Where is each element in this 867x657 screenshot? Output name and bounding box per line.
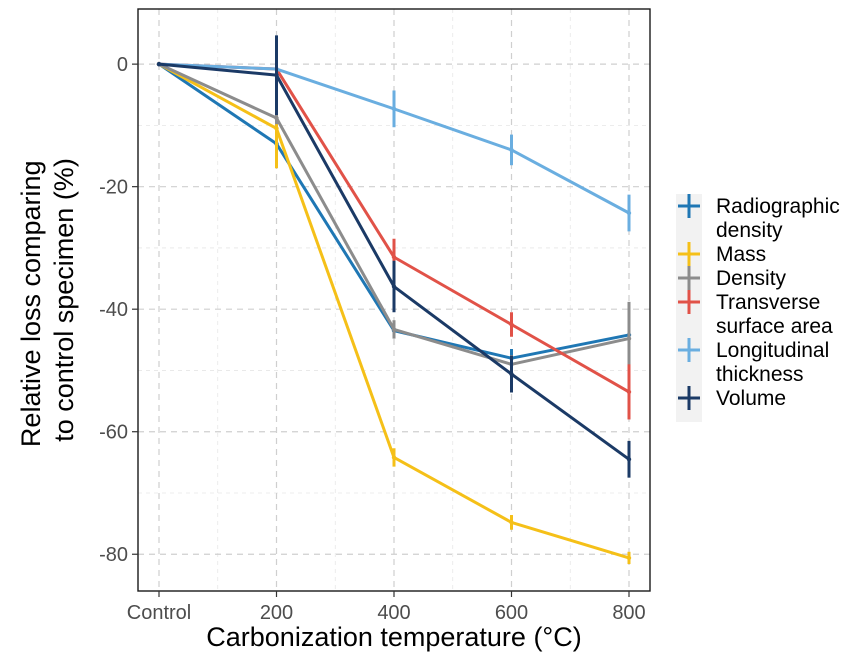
data-point <box>391 327 397 332</box>
data-point <box>626 336 632 341</box>
legend-item-3: Transverse surface area <box>678 290 833 338</box>
legend-label: Mass <box>716 243 766 266</box>
legend-item-0: Radiographic density <box>678 194 840 242</box>
x-tick-label: 600 <box>495 602 528 624</box>
series-5 <box>156 35 632 478</box>
y-axis-title-line-1: Relative loss comparing <box>16 160 46 447</box>
legend-label-line: surface area <box>716 315 833 338</box>
data-point <box>156 61 162 67</box>
y-axis-title: Relative loss comparing to control speci… <box>16 153 79 447</box>
legend-item-4: Longitudinal thickness <box>678 338 829 386</box>
data-point <box>391 284 397 289</box>
legend-label-line: Radiographic <box>716 195 840 218</box>
series-layer <box>156 35 632 565</box>
data-point <box>509 322 514 327</box>
y-tick-label: -60 <box>99 422 128 444</box>
y-axis-title-line-2: to control specimen (%) <box>49 158 79 442</box>
legend-item-1: Mass <box>678 242 766 266</box>
data-point <box>391 254 397 260</box>
legend-label: Density <box>716 267 787 290</box>
legend-label: Volume <box>716 387 786 410</box>
data-point <box>626 210 632 216</box>
data-point <box>391 106 397 112</box>
y-tick-label: -40 <box>99 299 128 321</box>
data-point <box>626 389 632 395</box>
x-tick-label: 800 <box>612 602 645 624</box>
x-axis-title: Carbonization temperature (°C) <box>206 622 581 652</box>
x-tick-label: 200 <box>260 602 293 624</box>
legend-label-line: Mass <box>716 243 766 266</box>
y-tick-label: -80 <box>99 544 128 566</box>
data-point <box>391 455 397 460</box>
legend-label-line: thickness <box>716 363 804 386</box>
data-point <box>509 371 514 377</box>
x-tick-label: Control <box>127 602 191 624</box>
legend-label: Radiographic density <box>716 195 840 242</box>
x-tick-label: 400 <box>377 602 410 624</box>
legend-label-line: Volume <box>716 387 786 410</box>
legend-label-line: Transverse <box>716 291 820 314</box>
y-axis: 0 -20 -40 -60 -80 <box>99 54 138 566</box>
data-point <box>274 126 279 131</box>
legend-label-line: Longitudinal <box>716 339 829 362</box>
series-4 <box>156 61 632 232</box>
data-point <box>509 520 514 525</box>
legend-label: Transverse surface area <box>716 291 833 338</box>
x-axis: Control 200 400 600 800 <box>127 591 646 624</box>
legend-label: Longitudinal thickness <box>716 339 829 386</box>
y-tick-label: 0 <box>117 54 128 76</box>
series-1 <box>156 61 632 565</box>
legend-label-line: density <box>716 219 783 242</box>
data-point <box>274 72 279 78</box>
legend-label-line: Density <box>716 267 787 290</box>
data-point <box>274 115 279 121</box>
data-point <box>626 457 632 462</box>
legend: Radiographic densityMassDensityTransverse… <box>676 194 840 422</box>
data-point <box>626 555 632 561</box>
data-point <box>509 147 514 153</box>
y-tick-label: -20 <box>99 177 128 199</box>
legend-item-5: Volume <box>678 386 786 410</box>
legend-item-2: Density <box>678 266 787 290</box>
